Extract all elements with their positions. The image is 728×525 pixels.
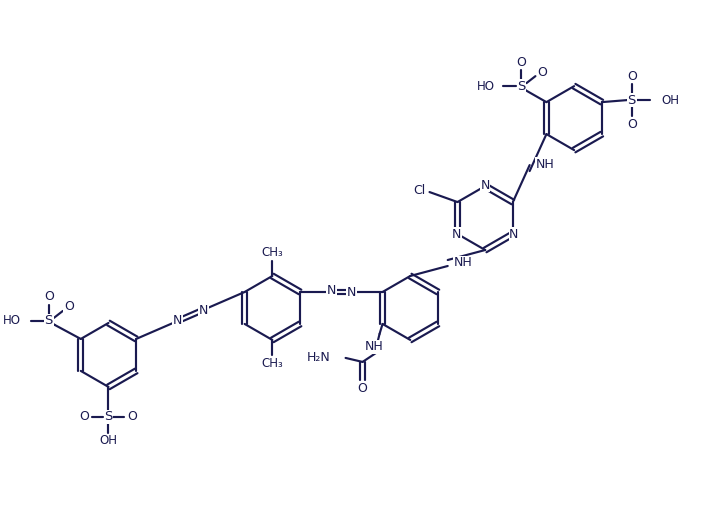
Text: CH₃: CH₃ (261, 246, 283, 258)
Text: NH: NH (535, 158, 554, 171)
Text: Cl: Cl (414, 184, 426, 196)
Text: S: S (628, 93, 636, 107)
Text: N: N (199, 304, 208, 317)
Text: N: N (327, 285, 336, 298)
Text: N: N (173, 313, 182, 327)
Text: O: O (627, 70, 637, 82)
Text: O: O (79, 411, 90, 423)
Text: N: N (509, 227, 518, 240)
Text: N: N (480, 178, 490, 192)
Text: O: O (537, 66, 547, 79)
Text: S: S (44, 314, 53, 328)
Text: O: O (44, 290, 54, 303)
Text: O: O (127, 411, 138, 423)
Text: S: S (518, 80, 526, 92)
Text: OH: OH (662, 93, 680, 107)
Text: S: S (104, 411, 113, 423)
Text: N: N (452, 227, 461, 240)
Text: O: O (357, 382, 368, 395)
Text: HO: HO (3, 314, 21, 328)
Text: CH₃: CH₃ (261, 358, 283, 371)
Text: N: N (347, 287, 356, 299)
Text: NH: NH (365, 340, 384, 353)
Text: O: O (64, 300, 74, 313)
Text: H₂N: H₂N (306, 351, 331, 364)
Text: HO: HO (476, 80, 494, 92)
Text: OH: OH (100, 434, 117, 447)
Text: NH: NH (454, 257, 472, 269)
Text: O: O (627, 118, 637, 131)
Text: O: O (516, 56, 526, 69)
